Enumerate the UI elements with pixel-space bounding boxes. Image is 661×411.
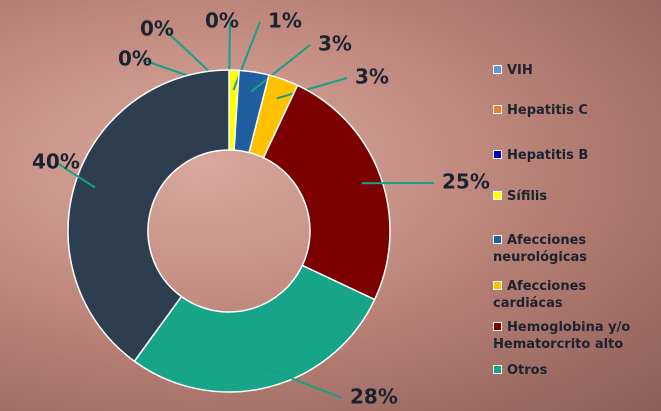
data-label: 0% [140,17,174,41]
legend-swatch [493,65,502,74]
legend-item: Otros [493,362,643,379]
legend-label: Hepatitis C [507,103,588,118]
legend-item: Sífilis [493,188,643,205]
legend-item: Hepatitis C [493,102,643,119]
data-label: 28% [350,385,398,409]
data-label: 1% [268,9,302,33]
legend-swatch [493,322,502,331]
donut-slice [134,265,374,392]
legend-label: Afecciones neurológicas [493,233,587,265]
data-label: 40% [32,150,80,174]
legend-label: Afecciones cardiácas [493,279,586,311]
legend-item: Afecciones cardiácas [493,278,643,312]
legend-label: Otros [507,363,547,378]
legend-label: Hepatitis B [507,148,588,163]
legend-item: VIH [493,62,643,79]
donut-slice [263,85,390,299]
legend-label: Sífilis [507,189,547,204]
legend-swatch [493,191,502,200]
legend-item: Afecciones neurológicas [493,232,643,266]
legend-swatch [493,235,502,244]
legend-swatch [493,150,502,159]
data-label: 25% [442,170,490,194]
data-label: 3% [318,32,352,56]
data-label: 3% [355,65,389,89]
legend-label: Hemoglobina y/o Hematorcrito alto [493,320,630,352]
legend-item: Hemoglobina y/o Hematorcrito alto [493,319,643,353]
data-label: 0% [118,47,152,71]
legend-swatch [493,105,502,114]
legend-swatch [493,365,502,374]
legend-swatch [493,281,502,290]
legend-label: VIH [507,63,533,78]
data-label: 0% [205,9,239,33]
legend-item: Hepatitis B [493,147,643,164]
page: 0% 0% 0% 1% 3%3% 25% 28% 40% VIH Hepatitis C Hepa… [0,0,661,411]
